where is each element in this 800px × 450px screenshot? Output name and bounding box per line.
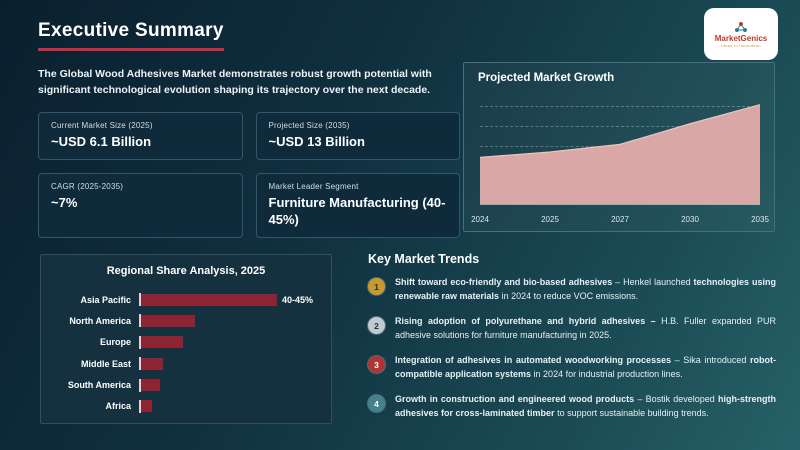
molecule-icon [735, 21, 747, 32]
trend-text-segment: Integration of adhesives in automated wo… [395, 355, 672, 365]
stat-label: CAGR (2025-2035) [51, 182, 124, 192]
growth-area-svg [480, 97, 760, 204]
trend-text-segment: Rising adoption of polyurethane and hybr… [395, 316, 656, 326]
chart-row: Asia Pacific 40-45% [51, 293, 317, 306]
trend-text-segment: technologies using renewable raw materia… [395, 277, 776, 301]
stat-card: Projected Size (2035) ~USD 13 Billion [255, 112, 460, 161]
stat-value: Furniture Manufacturing (40-45%) [268, 195, 446, 227]
bar-track [139, 335, 317, 349]
growth-x-labels: 2024 2025 2027 2030 2035 [471, 213, 769, 224]
header: Executive Summary [38, 20, 224, 51]
x-tick-label: 2025 [541, 215, 559, 224]
trends-title: Key Market Trends [368, 252, 480, 266]
stat-card: Market Leader Segment Furniture Manufactu… [255, 173, 460, 238]
trend-text-segment: – Bostik developed [634, 394, 718, 404]
trend-item: 1 Shift toward eco-friendly and bio-based… [368, 276, 776, 303]
trend-text-segment: – Henkel launched [612, 277, 694, 287]
trend-text-segment: Shift toward eco-friendly and bio-based … [395, 277, 613, 287]
gridline [480, 125, 760, 127]
growth-chart-area [480, 97, 760, 205]
regional-rows: Asia Pacific 40-45% North America Europe Mid… [51, 293, 317, 413]
chart-row: North America [51, 314, 317, 328]
brand-logo: MarketGenics Ideas to Innovation [704, 8, 778, 60]
stat-label: Market Leader Segment [268, 182, 359, 192]
bar-track [139, 378, 317, 392]
chart-row: Middle East [51, 357, 317, 371]
growth-chart-panel: Projected Market Growth 2024 2025 2027 2030… [463, 62, 775, 232]
trend-text: Growth in construction and engineered wo… [395, 393, 776, 420]
bar-track [139, 314, 317, 328]
stat-value: ~7% [51, 195, 78, 211]
trend-item: 2 Rising adoption of polyurethane and hyb… [368, 315, 776, 342]
chart-row: Africa [51, 399, 317, 413]
bar [141, 379, 161, 392]
trend-item: 3 Integration of adhesives in automated w… [368, 354, 776, 381]
stats-grid: Current Market Size (2025) ~USD 6.1 Billi… [38, 112, 460, 238]
x-tick-label: 2024 [471, 215, 489, 224]
stat-card: Current Market Size (2025) ~USD 6.1 Billi… [38, 112, 243, 161]
x-tick-label: 2030 [681, 215, 699, 224]
trend-text-segment: to support sustainable building trends. [554, 407, 709, 418]
category-label: Middle East [80, 358, 131, 369]
category-label: Asia Pacific [80, 294, 131, 305]
logo-tagline-text: Ideas to Innovation [721, 42, 761, 48]
bar [141, 400, 153, 413]
trend-text-segment: in 2024 to reduce VOC emissions. [499, 290, 639, 301]
trend-text: Integration of adhesives in automated wo… [395, 354, 776, 381]
x-tick-label: 2027 [611, 215, 629, 224]
stat-label: Current Market Size (2025) [51, 121, 153, 130]
bar [141, 357, 164, 370]
gridline [480, 105, 760, 107]
bar-value-label: 40-45% [282, 294, 314, 305]
stat-card: CAGR (2025-2035) ~7% [38, 173, 243, 238]
bar-track [139, 357, 317, 371]
trend-number-badge: 4 [368, 395, 385, 412]
bar [141, 314, 196, 327]
category-label: Europe [99, 337, 131, 348]
trends-list: 1 Shift toward eco-friendly and bio-based… [368, 276, 776, 420]
chart-row: South America [51, 378, 317, 392]
trend-text-segment: high-strength adhesives for cross-lamina… [395, 394, 776, 418]
intro-text: The Global Wood Adhesives Market demonst… [38, 68, 432, 97]
trend-text: Rising adoption of polyurethane and hybr… [395, 315, 776, 342]
regional-chart-panel: Regional Share Analysis, 2025 Asia Pacif… [40, 254, 332, 424]
logo-brand-text: MarketGenics [714, 33, 768, 43]
trend-text-segment: Growth in construction and engineered wo… [395, 394, 635, 404]
trend-text-segment: H.B. Fuller expanded PUR adhesive soluti… [395, 316, 776, 340]
stat-label: Projected Size (2035) [268, 121, 350, 130]
stat-value: ~USD 6.1 Billion [51, 134, 152, 149]
category-label: North America [69, 315, 131, 326]
trend-text: Shift toward eco-friendly and bio-based … [395, 276, 776, 303]
trend-number-badge: 1 [368, 278, 385, 295]
trend-text-segment: robot-compatible application systems [395, 355, 776, 379]
x-tick-label: 2035 [751, 215, 769, 224]
trend-number-badge: 3 [368, 356, 385, 373]
trend-text-segment: in 2024 for industrial production lines. [531, 368, 683, 379]
stat-value: ~USD 13 Billion [268, 134, 365, 149]
trends-section: Key Market Trends 1 Shift toward eco-frie… [368, 252, 776, 420]
trend-item: 4 Growth in construction and engineered w… [368, 393, 776, 420]
bar [141, 293, 277, 306]
trend-text-segment: – Sika introduced [671, 355, 750, 365]
growth-chart-title: Projected Market Growth [478, 72, 615, 84]
regional-chart-title: Regional Share Analysis, 2025 [106, 265, 266, 277]
category-label: South America [67, 380, 131, 391]
category-label: Africa [105, 401, 131, 412]
trend-number-badge: 2 [368, 317, 385, 334]
bar-track: 40-45% [139, 293, 317, 306]
page-title: Executive Summary [38, 20, 224, 51]
chart-row: Europe [51, 335, 317, 349]
bar-track [139, 399, 317, 413]
bar [141, 336, 183, 349]
